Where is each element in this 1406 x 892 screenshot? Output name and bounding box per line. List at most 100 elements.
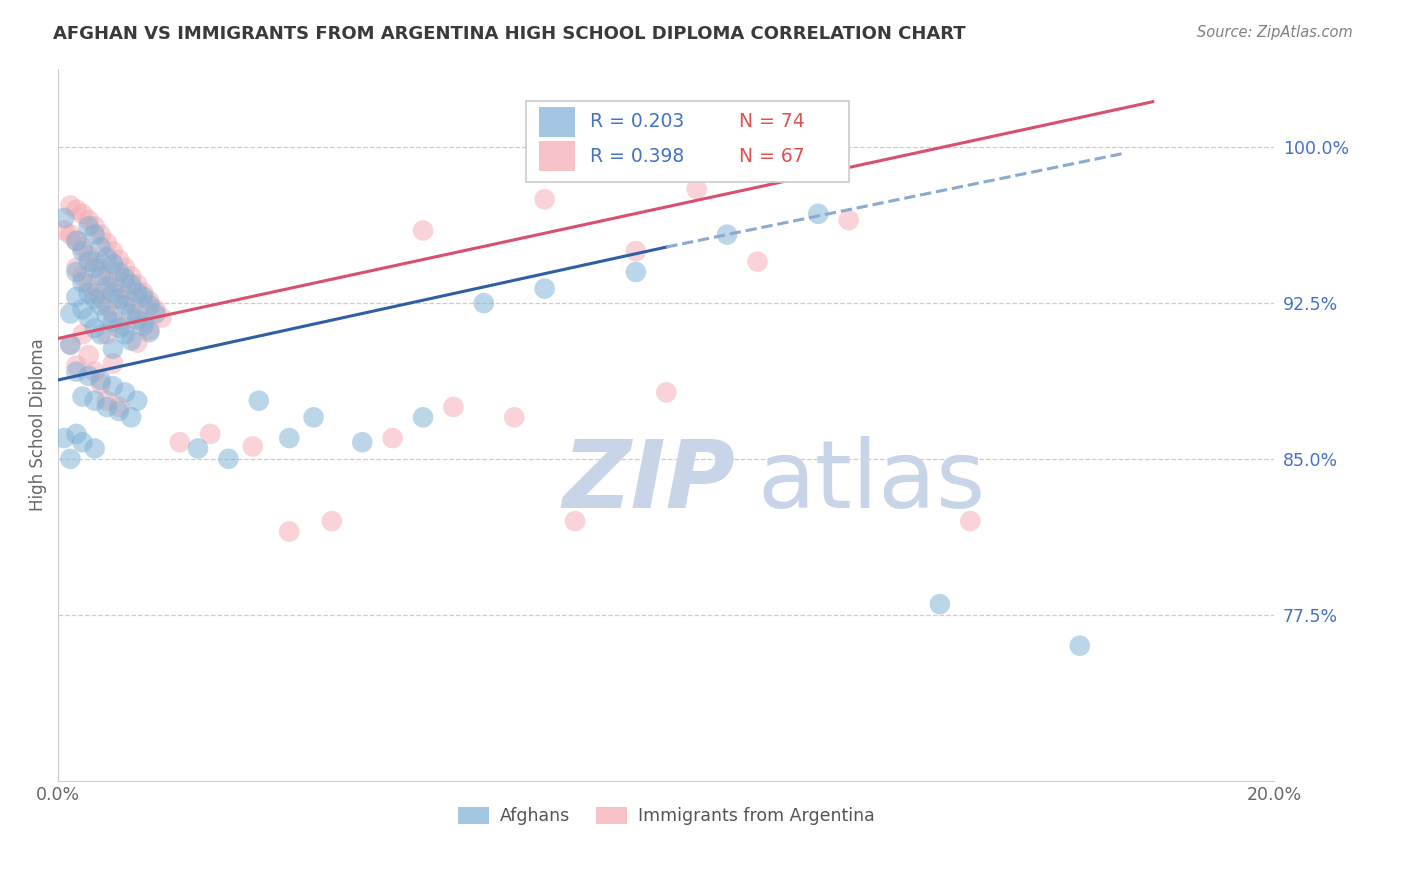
Point — [96, 298, 118, 312]
Point — [72, 327, 94, 342]
Point — [101, 257, 124, 271]
Point — [441, 400, 464, 414]
Point — [108, 282, 131, 296]
Point — [624, 244, 647, 259]
Point — [72, 269, 94, 284]
Point — [120, 277, 142, 292]
Point — [120, 296, 142, 310]
Point — [108, 400, 131, 414]
Point — [101, 306, 124, 320]
Point — [90, 373, 112, 387]
Point — [96, 279, 118, 293]
Point — [83, 285, 105, 300]
FancyBboxPatch shape — [526, 101, 849, 183]
FancyBboxPatch shape — [538, 107, 575, 136]
Point — [77, 254, 100, 268]
Point — [96, 269, 118, 284]
Point — [83, 227, 105, 242]
Point — [96, 327, 118, 342]
Point — [412, 410, 434, 425]
Point — [114, 327, 136, 342]
Text: R = 0.398: R = 0.398 — [589, 146, 683, 166]
Point — [169, 435, 191, 450]
Point — [127, 312, 149, 326]
Point — [120, 306, 142, 320]
Point — [77, 348, 100, 362]
Point — [101, 276, 124, 290]
Point — [127, 306, 149, 320]
Text: AFGHAN VS IMMIGRANTS FROM ARGENTINA HIGH SCHOOL DIPLOMA CORRELATION CHART: AFGHAN VS IMMIGRANTS FROM ARGENTINA HIGH… — [53, 25, 966, 43]
Point — [59, 306, 82, 320]
Point — [132, 285, 155, 300]
Point — [90, 240, 112, 254]
Point — [278, 524, 301, 539]
Point — [96, 393, 118, 408]
Point — [77, 285, 100, 300]
Text: ZIP: ZIP — [562, 435, 735, 527]
Point — [472, 296, 495, 310]
Point — [127, 285, 149, 300]
Point — [1069, 639, 1091, 653]
Text: N = 67: N = 67 — [740, 146, 804, 166]
FancyBboxPatch shape — [538, 141, 575, 171]
Point — [65, 426, 87, 441]
Point — [503, 410, 526, 425]
Point — [108, 265, 131, 279]
Point — [120, 410, 142, 425]
Point — [247, 393, 270, 408]
Point — [959, 514, 981, 528]
Point — [150, 310, 173, 325]
Point — [59, 337, 82, 351]
Point — [108, 252, 131, 267]
Point — [412, 223, 434, 237]
Point — [77, 310, 100, 325]
Point — [114, 271, 136, 285]
Point — [138, 298, 160, 312]
Point — [72, 276, 94, 290]
Point — [90, 227, 112, 242]
Point — [278, 431, 301, 445]
Point — [83, 442, 105, 456]
Point — [101, 379, 124, 393]
Point — [127, 393, 149, 408]
Point — [96, 400, 118, 414]
Point — [77, 248, 100, 262]
Point — [72, 302, 94, 317]
Point — [65, 234, 87, 248]
Point — [187, 442, 209, 456]
Point — [77, 213, 100, 227]
Point — [352, 435, 374, 450]
Point — [101, 342, 124, 356]
Point — [242, 439, 264, 453]
Point — [83, 365, 105, 379]
Point — [132, 318, 155, 333]
Point — [77, 277, 100, 292]
Point — [83, 219, 105, 234]
Point — [65, 359, 87, 373]
Point — [53, 223, 76, 237]
Point — [96, 251, 118, 265]
Point — [83, 254, 105, 268]
Point — [114, 260, 136, 275]
Point — [564, 514, 586, 528]
Point — [90, 298, 112, 312]
Point — [114, 298, 136, 312]
Point — [145, 302, 167, 317]
Point — [59, 198, 82, 212]
Point — [120, 269, 142, 284]
Point — [59, 451, 82, 466]
Point — [302, 410, 325, 425]
Point — [77, 368, 100, 383]
Point — [101, 285, 124, 300]
Point — [807, 207, 830, 221]
Point — [90, 290, 112, 304]
Point — [96, 235, 118, 250]
Point — [65, 234, 87, 248]
Point — [928, 597, 950, 611]
Point — [65, 365, 87, 379]
Point — [90, 260, 112, 275]
Point — [108, 292, 131, 306]
Text: N = 74: N = 74 — [740, 112, 806, 131]
Point — [77, 219, 100, 234]
Point — [90, 327, 112, 342]
